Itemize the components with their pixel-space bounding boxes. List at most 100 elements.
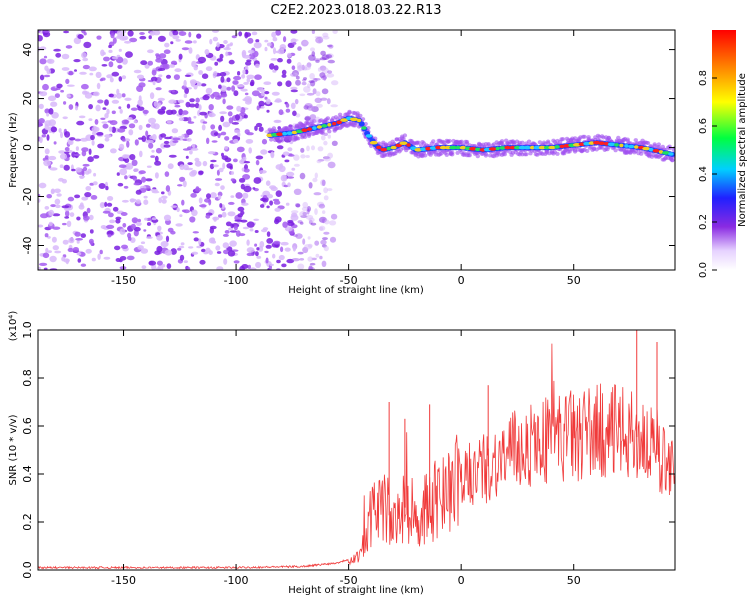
noise-speckle [265, 244, 272, 249]
noise-speckle [260, 149, 268, 155]
noise-speckle [152, 80, 156, 86]
noise-speckle [246, 247, 255, 253]
noise-speckle [290, 38, 297, 43]
ridge-halo [555, 151, 560, 156]
noise-speckle [77, 34, 84, 40]
noise-speckle [285, 80, 292, 87]
noise-speckle [315, 36, 324, 44]
noise-speckle [323, 195, 329, 201]
noise-speckle [174, 104, 181, 108]
noise-speckle [216, 58, 223, 62]
noise-speckle [226, 105, 234, 110]
noise-speckle [139, 32, 145, 35]
noise-speckle [286, 221, 295, 226]
noise-speckle [301, 206, 308, 212]
noise-speckle [187, 266, 191, 270]
noise-speckle [170, 41, 174, 45]
top-x-axis: -150 -100 -50 0 50 [111, 30, 581, 287]
ridge-halo [368, 144, 374, 148]
noise-speckle [119, 228, 126, 235]
noise-speckle [205, 66, 213, 72]
ridge-peak [544, 145, 551, 150]
y-tick-label: -40 [21, 237, 34, 255]
noise-speckle [223, 258, 228, 265]
noise-speckle [212, 36, 219, 42]
ridge-peak [350, 117, 358, 122]
noise-speckle [227, 250, 236, 257]
noise-speckle [62, 116, 68, 120]
noise-speckle [109, 219, 116, 224]
noise-speckle [302, 201, 309, 209]
noise-speckle [223, 249, 229, 255]
noise-speckle [123, 185, 129, 189]
noise-speckle [318, 203, 326, 209]
noise-speckle [140, 241, 146, 244]
noise-speckle [157, 108, 166, 115]
noise-speckle [256, 255, 262, 259]
noise-speckle [163, 140, 170, 145]
noise-speckle [240, 88, 248, 92]
noise-speckle [223, 40, 228, 44]
noise-speckle [295, 113, 301, 118]
noise-speckle [80, 263, 87, 267]
noise-speckle [310, 47, 315, 52]
noise-speckle [299, 211, 307, 218]
noise-speckle [81, 170, 85, 176]
noise-speckle [61, 256, 66, 262]
noise-speckle [291, 65, 296, 70]
noise-speckle [99, 202, 105, 209]
noise-speckle [216, 251, 222, 254]
ridge-halo [652, 142, 657, 147]
noise-speckle [81, 196, 89, 201]
noise-speckle [177, 247, 182, 251]
noise-speckle [133, 168, 139, 172]
noise-speckle [272, 253, 276, 259]
noise-speckle [178, 108, 184, 116]
noise-speckle [92, 181, 98, 186]
noise-speckle [81, 52, 87, 59]
noise-speckle [265, 257, 269, 264]
noise-speckle [236, 105, 242, 112]
noise-speckle [74, 69, 77, 72]
noise-speckle [94, 119, 99, 125]
noise-speckle [78, 115, 86, 119]
spectrogram-ridge [266, 109, 675, 163]
noise-speckle [210, 192, 217, 199]
noise-speckle [225, 221, 232, 227]
noise-speckle [244, 69, 249, 75]
noise-speckle [215, 178, 223, 181]
noise-speckle [261, 92, 266, 97]
noise-speckle [151, 149, 155, 153]
ridge-peak [439, 145, 447, 150]
noise-speckle [246, 221, 255, 228]
noise-speckle [124, 97, 132, 102]
noise-speckle [282, 175, 286, 181]
noise-speckle [157, 68, 166, 71]
noise-speckle [58, 150, 66, 154]
noise-speckle [87, 156, 94, 163]
noise-speckle [39, 74, 45, 81]
noise-speckle [303, 77, 307, 81]
noise-speckle [283, 184, 289, 188]
noise-speckle [308, 182, 313, 189]
noise-speckle [322, 35, 330, 40]
noise-speckle [181, 199, 185, 206]
ridge-halo [337, 112, 343, 117]
noise-speckle [116, 172, 120, 176]
ridge-peak [624, 144, 629, 148]
noise-speckle [327, 134, 331, 139]
noise-speckle [323, 245, 329, 252]
noise-speckle [169, 64, 175, 68]
noise-speckle [227, 43, 233, 47]
noise-speckle [64, 216, 70, 219]
ridge-peak [652, 149, 660, 153]
noise-speckle [38, 30, 41, 33]
noise-speckle [171, 128, 179, 134]
noise-speckle [327, 59, 335, 64]
noise-speckle [209, 163, 215, 170]
ridge-peak [642, 146, 651, 151]
noise-speckle [201, 124, 206, 131]
ridge-halo [327, 129, 332, 134]
noise-speckle [187, 116, 192, 123]
noise-speckle [111, 126, 117, 133]
